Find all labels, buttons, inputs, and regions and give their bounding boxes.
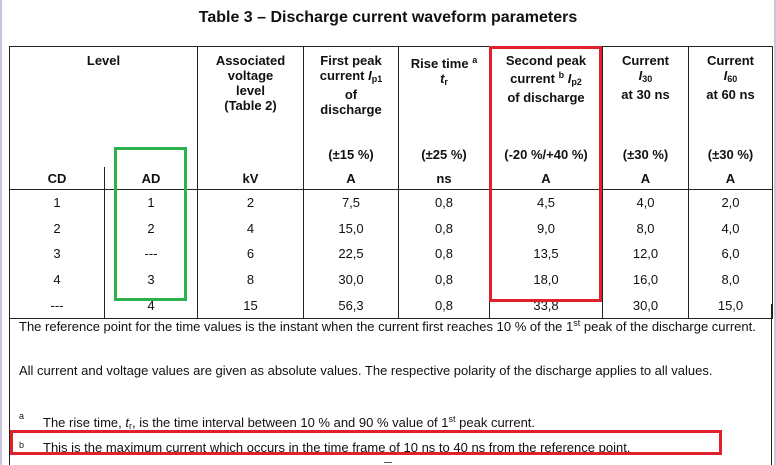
table-row: 4 3 8 30,0 0,8 18,0 16,0 8,0 — [9, 266, 773, 293]
current30-unit: A — [602, 167, 689, 190]
current60-tolerance: (±30 %) — [688, 141, 773, 167]
reference-point-note: The reference point for the time values … — [19, 318, 756, 334]
voltage-header: Associated voltage level (Table 2) — [197, 46, 304, 141]
table-row: 2 2 4 15,0 0,8 9,0 8,0 4,0 — [9, 215, 773, 242]
right-frame-border — [774, 0, 776, 465]
current30-tolerance: (±30 %) — [602, 141, 689, 167]
current30-header: Current I30 at 30 ns — [602, 46, 689, 141]
ad-column-highlight — [114, 147, 187, 301]
left-frame-border — [0, 0, 2, 465]
first-peak-header: First peak current Ip1 of discharge — [303, 46, 399, 141]
rise-time-tolerance: (±25 %) — [398, 141, 490, 167]
header-row-tolerances: (±15 %) (±25 %) (-20 %/+40 %) (±30 %) (±… — [9, 141, 773, 167]
table-title: Table 3 – Discharge current waveform par… — [198, 9, 578, 26]
current60-header: Current I60 at 60 ns — [688, 46, 773, 141]
first-peak-unit: A — [303, 167, 399, 190]
header-row-units: CD AD kV A ns A A A — [9, 167, 773, 190]
table-row: 1 1 2 7,5 0,8 4,5 4,0 2,0 — [9, 189, 773, 216]
absolute-values-note: All current and voltage values are given… — [19, 363, 713, 378]
footnote-b-highlight — [10, 430, 722, 455]
discharge-parameters-table: Level Associated voltage level (Table 2) Fi… — [9, 46, 773, 319]
voltage-unit: kV — [197, 167, 304, 190]
second-peak-header: Second peak current b Ip2 of discharge — [489, 46, 603, 141]
level-header: Level — [9, 46, 198, 141]
second-peak-column-highlight — [489, 46, 602, 302]
rise-time-unit: ns — [398, 167, 490, 190]
rise-time-header: Rise time a tr — [398, 46, 490, 141]
table-row: --- 4 15 56,3 0,8 33,8 30,0 15,0 — [9, 292, 773, 319]
table-row: 3 --- 6 22,5 0,8 13,5 12,0 6,0 — [9, 241, 773, 267]
table-notes: The reference point for the time values … — [9, 304, 772, 465]
page-edge-mark — [384, 462, 392, 463]
second-peak-tolerance: (-20 %/+40 %) — [489, 141, 603, 167]
first-peak-tolerance: (±15 %) — [303, 141, 399, 167]
header-row-names: Level Associated voltage level (Table 2) Fi… — [9, 46, 773, 141]
cd-header: CD — [9, 167, 105, 190]
current60-unit: A — [688, 167, 773, 190]
